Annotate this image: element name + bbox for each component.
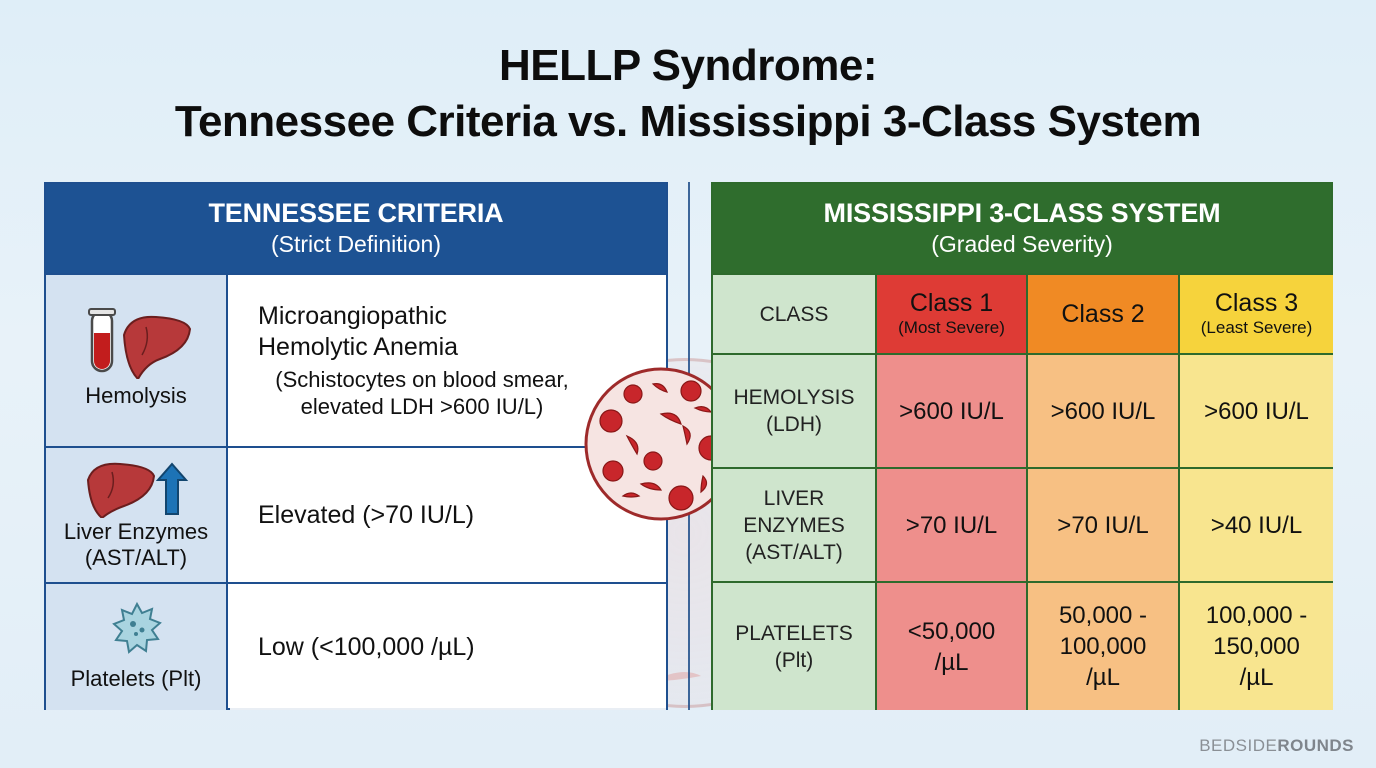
tennessee-row-liver: Liver Enzymes (AST/ALT) Elevated (>70 IU…: [46, 446, 666, 582]
brand-light: BEDSIDE: [1199, 736, 1278, 755]
platelets-main: Low (<100,000 /µL): [258, 633, 475, 661]
brand-bold: ROUNDS: [1277, 736, 1354, 755]
tennessee-row-hemolysis: Hemolysis Microangiopathic Hemolytic Ane…: [46, 273, 666, 446]
ms-cell-hemolysis-c2: >600 IU/L: [1028, 353, 1180, 467]
ms-cell-liver-c1: >70 IU/L: [877, 467, 1028, 581]
hemolysis-description: Microangiopathic Hemolytic Anemia (Schis…: [230, 275, 666, 446]
liver-label-1: Liver Enzymes: [63, 519, 209, 544]
hemolysis-label: Hemolysis: [85, 383, 187, 408]
class-column-header: CLASS: [713, 273, 877, 353]
ms-cell-liver-c2: >70 IU/L: [1028, 467, 1180, 581]
ms-value: /µL: [934, 648, 969, 676]
class-3-name: Class 3: [1214, 289, 1299, 317]
hemolysis-main-2: Hemolytic Anemia: [258, 333, 459, 361]
brand-logo: BEDSIDEROUNDS: [1199, 736, 1354, 756]
ms-label-line: HEMOLYSIS: [733, 386, 855, 409]
class-2-header: Class 2: [1028, 273, 1180, 353]
tennessee-panel: TENNESSEE CRITERIA (Strict Definition) H…: [44, 182, 668, 710]
ms-cell-liver-c3: >40 IU/L: [1180, 467, 1333, 581]
mississippi-heading: MISSISSIPPI 3-CLASS SYSTEM: [823, 198, 1221, 228]
tennessee-row-platelets: Platelets (Plt) Low (<100,000 /µL): [46, 582, 666, 710]
ms-cell-platelets-c1: <50,000 /µL: [877, 581, 1028, 710]
hemolysis-icon-cell: Hemolysis: [46, 275, 228, 446]
platelets-icon-cell: Platelets (Plt): [46, 584, 228, 710]
ms-value: >70 IU/L: [1057, 511, 1149, 539]
ms-cell-hemolysis-c1: >600 IU/L: [877, 353, 1028, 467]
ms-value: >600 IU/L: [1204, 397, 1309, 425]
ms-row-label-liver: LIVER ENZYMES (AST/ALT): [713, 467, 877, 581]
page-title: HELLP Syndrome: Tennessee Criteria vs. M…: [0, 38, 1376, 150]
ms-row-label-platelets: PLATELETS (Plt): [713, 581, 877, 710]
ms-cell-platelets-c3: 100,000 - 150,000 /µL: [1180, 581, 1333, 710]
class-3-header: Class 3 (Least Severe): [1180, 273, 1333, 353]
class-3-note: (Least Severe): [1200, 318, 1313, 337]
class-1-header: Class 1 (Most Severe): [877, 273, 1028, 353]
platelet-icon: [112, 601, 162, 654]
ms-value: >40 IU/L: [1210, 511, 1303, 539]
mississippi-subheading: (Graded Severity): [931, 231, 1113, 257]
title-line-2: Tennessee Criteria vs. Mississippi 3-Cla…: [174, 97, 1202, 146]
hemolysis-main-1: Microangiopathic: [258, 302, 447, 330]
ms-row-label-hemolysis: HEMOLYSIS (LDH): [713, 353, 877, 467]
liver-main: Elevated (>70 IU/L): [258, 501, 475, 529]
hemolysis-sub-2: elevated LDH >600 IU/L): [300, 394, 544, 419]
class-2-name: Class 2: [1061, 300, 1145, 328]
ms-value: >70 IU/L: [905, 511, 998, 539]
ms-value: <50,000: [907, 617, 996, 645]
mississippi-panel: MISSISSIPPI 3-CLASS SYSTEM (Graded Sever…: [711, 182, 1333, 710]
liver-label-2: (AST/ALT): [84, 545, 188, 570]
liver-arrow-icon: [86, 462, 189, 518]
ms-value: /µL: [1239, 664, 1274, 691]
ms-label-line: PLATELETS: [735, 621, 853, 645]
class-header-text: CLASS: [759, 302, 829, 326]
platelets-description: Low (<100,000 /µL): [230, 584, 666, 710]
ms-label-line: (AST/ALT): [745, 540, 843, 564]
mississippi-header: MISSISSIPPI 3-CLASS SYSTEM (Graded Sever…: [713, 184, 1331, 274]
test-tube-liver-icon: [88, 308, 192, 379]
ms-value: 50,000 -: [1058, 602, 1148, 629]
ms-value: 150,000: [1213, 633, 1300, 660]
ms-value: >600 IU/L: [1050, 397, 1156, 425]
tennessee-header: TENNESSEE CRITERIA (Strict Definition): [46, 184, 666, 274]
ms-label-line: (LDH): [766, 413, 822, 436]
ms-value: 100,000: [1059, 633, 1147, 660]
liver-icon-cell: Liver Enzymes (AST/ALT): [46, 448, 228, 582]
ms-cell-hemolysis-c3: >600 IU/L: [1180, 353, 1333, 467]
title-line-1: HELLP Syndrome:: [499, 41, 877, 90]
tennessee-subheading: (Strict Definition): [271, 231, 441, 257]
class-1-note: (Most Severe): [898, 318, 1005, 337]
platelets-label: Platelets (Plt): [70, 666, 202, 691]
ms-cell-platelets-c2: 50,000 - 100,000 /µL: [1028, 581, 1180, 710]
ms-value: /µL: [1086, 664, 1120, 691]
tennessee-heading: TENNESSEE CRITERIA: [208, 198, 504, 228]
ms-label-line: (Plt): [774, 648, 814, 672]
ms-label-line: ENZYMES: [743, 513, 845, 537]
ms-value: >600 IU/L: [899, 397, 1004, 425]
class-1-name: Class 1: [909, 289, 994, 317]
ms-label-line: LIVER: [763, 486, 825, 510]
ms-value: 100,000 -: [1205, 602, 1308, 629]
blood-smear-icon: [584, 367, 738, 521]
hemolysis-sub-1: (Schistocytes on blood smear,: [275, 367, 569, 392]
